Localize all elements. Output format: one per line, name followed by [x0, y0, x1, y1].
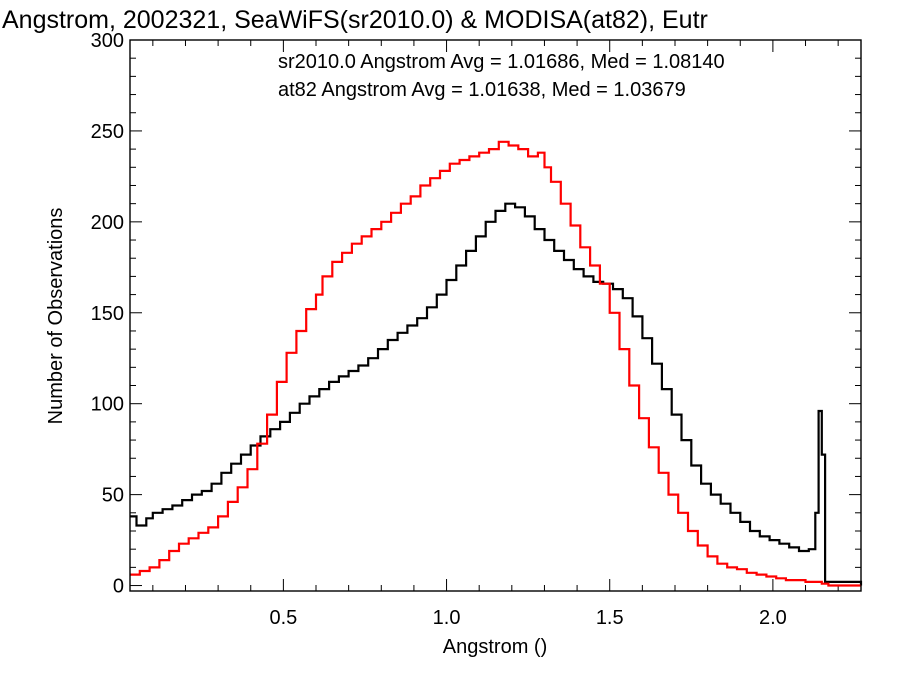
series-line-sr20100: [130, 202, 863, 586]
x-tick-label: 1.0: [433, 607, 461, 629]
y-tick-label: 300: [91, 30, 124, 52]
x-tick-label: 1.5: [596, 607, 624, 629]
series-group: [130, 140, 863, 587]
series-line-at82: [130, 140, 861, 587]
plot-frame: [129, 39, 862, 592]
y-tick-label: 0: [113, 576, 124, 598]
x-tick-label: 2.0: [759, 607, 787, 629]
y-tick-label: 100: [91, 394, 124, 416]
y-tick-label: 200: [91, 212, 124, 234]
y-tick-label: 250: [91, 121, 124, 143]
chart-title: Angstrom, 2002321, SeaWiFS(sr2010.0) & M…: [2, 6, 708, 34]
y-tick-label: 50: [102, 485, 124, 507]
axis-ticks: 0 50 100 150 200 250 300 0.5 1.0 1.5 2.0: [91, 30, 861, 629]
x-axis-label: Angstrom (): [443, 636, 547, 658]
legend-entry-at82: at82 Angstrom Avg = 1.01638, Med = 1.036…: [278, 79, 686, 101]
y-axis-label: Number of Observations: [45, 208, 67, 425]
x-tick-label: 0.5: [269, 607, 297, 629]
legend-entry-sr2010: sr2010.0 Angstrom Avg = 1.01686, Med = 1…: [278, 51, 725, 73]
y-tick-label: 150: [91, 303, 124, 325]
